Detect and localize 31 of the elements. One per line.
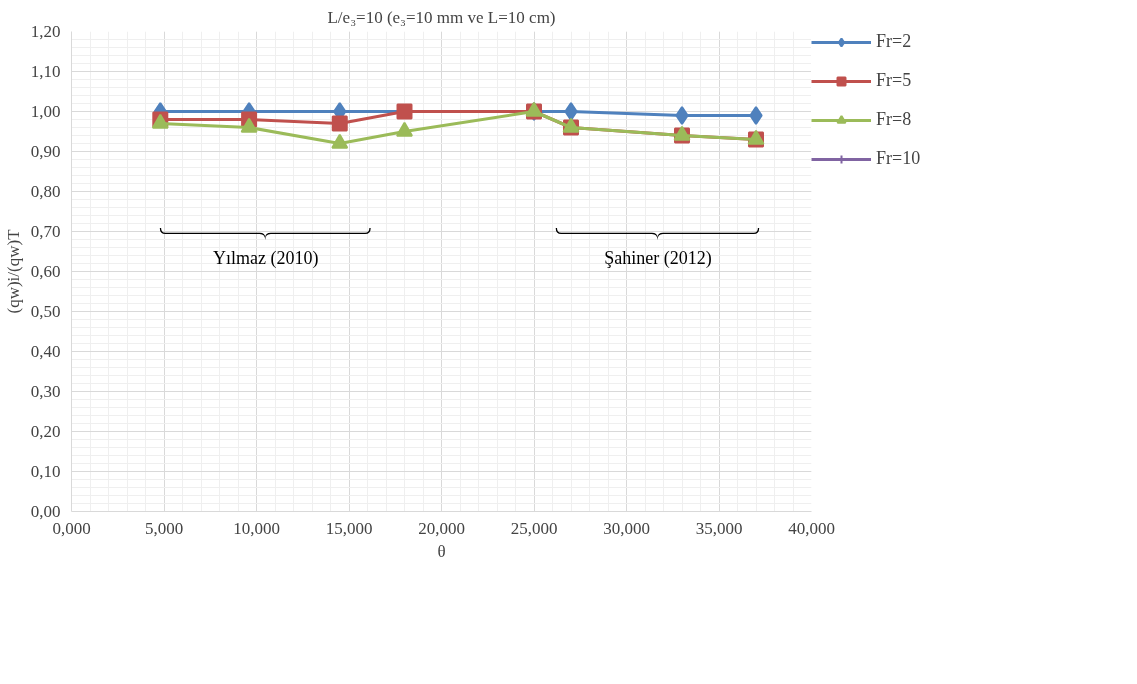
x-tick-label: 15,000 [325,518,373,538]
x-axis-title: θ [437,541,446,561]
y-tick-label: 0,50 [30,302,61,321]
y-tick-label: 0,80 [30,182,61,201]
x-tick-label: 0,000 [52,518,91,538]
y-tick-label: 0,20 [30,422,61,441]
y-tick-label: 1,20 [30,22,61,41]
chart-title: L/e₃=10 (e₃=10 mm ve L=10 cm) [327,7,556,27]
legend-label: Fr=8 [876,109,912,130]
y-tick-label: 1,10 [30,62,61,81]
x-tick-label: 30,000 [603,518,650,538]
x-tick-label: 40,000 [788,518,835,538]
y-tick-label: 0,90 [30,142,61,161]
y-tick-label: 0,70 [30,222,61,241]
x-tick-label: 35,000 [695,518,743,538]
legend-label: Fr=2 [876,31,912,52]
y-tick-label: 1,00 [30,102,61,121]
x-tick-label: 20,000 [418,518,465,538]
annotation: Şahiner (2012) [604,247,712,269]
legend-label: Fr=5 [876,70,912,91]
x-tick-label: 25,000 [510,518,558,538]
x-tick-label: 10,000 [233,518,280,538]
legend-label: Fr=10 [876,148,921,169]
y-tick-label: 0,00 [30,502,61,521]
y-tick-label: 0,30 [30,382,61,401]
annotation: Yılmaz (2010) [213,247,319,269]
y-tick-label: 0,60 [30,262,61,281]
y-tick-label: 0,10 [30,462,61,481]
y-axis-title: (qw)i/(qw)T [3,228,23,314]
y-tick-label: 0,40 [30,342,61,361]
x-tick-label: 5,000 [144,518,184,538]
